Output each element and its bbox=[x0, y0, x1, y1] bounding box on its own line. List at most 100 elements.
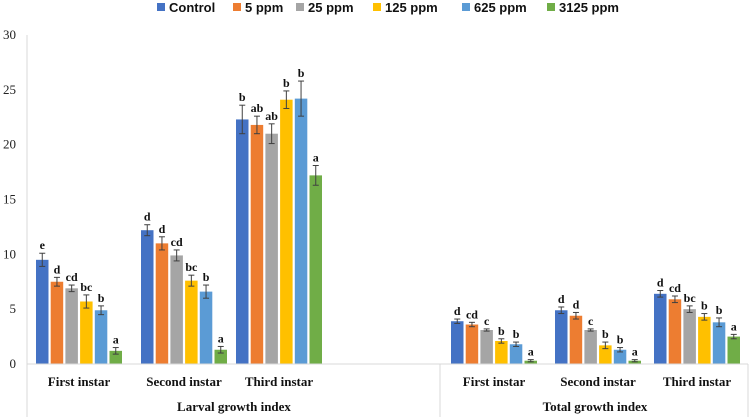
significance-letter: d bbox=[159, 222, 166, 236]
group-label: Larval growth index bbox=[177, 399, 291, 414]
y-tick-label: 5 bbox=[10, 301, 17, 316]
bar bbox=[727, 336, 740, 364]
significance-letter: a bbox=[218, 331, 224, 345]
bar bbox=[712, 322, 726, 364]
category-label: First instar bbox=[463, 374, 526, 389]
x-axis: First instar Second instar Third instar Fir… bbox=[26, 363, 749, 417]
significance-letter: b bbox=[617, 333, 624, 347]
bar bbox=[668, 299, 682, 364]
significance-letter: d bbox=[573, 297, 580, 311]
bar bbox=[451, 321, 464, 364]
bar bbox=[185, 280, 198, 364]
significance-letter: b bbox=[98, 291, 105, 305]
bar bbox=[555, 310, 568, 364]
bar bbox=[465, 324, 479, 364]
bar bbox=[613, 349, 627, 364]
group-label: Total growth index bbox=[543, 399, 648, 414]
bar bbox=[65, 288, 78, 364]
bar bbox=[265, 133, 278, 364]
bar bbox=[280, 99, 293, 364]
bar bbox=[683, 309, 696, 364]
significance-letter: b bbox=[498, 324, 505, 338]
category-label: Second instar bbox=[146, 374, 222, 389]
significance-letter: d bbox=[54, 262, 61, 276]
bar bbox=[155, 243, 169, 364]
significance-letter: ab bbox=[265, 109, 278, 123]
bar bbox=[199, 291, 213, 364]
significance-letter: a bbox=[313, 151, 319, 165]
bar bbox=[50, 281, 64, 364]
significance-letter: cd bbox=[466, 307, 478, 321]
significance-letter: d bbox=[657, 276, 664, 290]
significance-letter: a bbox=[731, 319, 737, 333]
y-tick-label: 15 bbox=[3, 192, 16, 207]
significance-letter: e bbox=[40, 238, 46, 252]
bar bbox=[250, 124, 264, 364]
significance-letter: b bbox=[203, 270, 210, 284]
bar bbox=[214, 349, 227, 364]
significance-letter: cd bbox=[171, 235, 183, 249]
significance-letter: b bbox=[298, 66, 305, 80]
bar bbox=[294, 98, 308, 365]
y-tick-label: 20 bbox=[3, 137, 16, 152]
significance-letter: b bbox=[283, 76, 290, 90]
legend-label: Control bbox=[169, 0, 215, 15]
bar bbox=[36, 259, 49, 364]
bar bbox=[141, 230, 154, 364]
bar bbox=[170, 255, 183, 364]
significance-letter: d bbox=[144, 210, 151, 224]
significance-letter: a bbox=[528, 345, 534, 359]
significance-letter: c bbox=[484, 314, 490, 328]
bar bbox=[236, 119, 249, 365]
bar bbox=[94, 310, 108, 364]
significance-letter: b bbox=[716, 303, 723, 317]
significance-letter: b bbox=[602, 327, 609, 341]
significance-letter: b bbox=[513, 327, 520, 341]
bar bbox=[480, 330, 493, 364]
bar bbox=[698, 316, 711, 364]
legend-label: 5 ppm bbox=[245, 0, 283, 15]
y-tick-label: 30 bbox=[3, 27, 16, 42]
significance-letter: d bbox=[558, 292, 565, 306]
bar bbox=[628, 360, 641, 364]
category-label: First instar bbox=[48, 374, 111, 389]
significance-letter: a bbox=[632, 345, 638, 359]
y-tick-label: 10 bbox=[3, 246, 16, 261]
significance-letter: c bbox=[588, 314, 594, 328]
legend-swatch bbox=[157, 3, 165, 11]
legend-swatch bbox=[373, 3, 381, 11]
bar bbox=[309, 175, 322, 364]
legend-label: 3125 ppm bbox=[559, 0, 619, 15]
category-label: Third instar bbox=[663, 374, 731, 389]
significance-letter: a bbox=[113, 333, 119, 347]
significance-letter: cd bbox=[66, 270, 78, 284]
bar bbox=[569, 315, 583, 364]
bar bbox=[495, 340, 508, 364]
bar bbox=[599, 345, 612, 364]
significance-letter: b bbox=[239, 90, 246, 104]
legend-label: 125 ppm bbox=[385, 0, 438, 15]
significance-letter: ab bbox=[251, 101, 264, 115]
legend-swatch bbox=[233, 3, 241, 11]
significance-letter: bc bbox=[684, 291, 697, 305]
y-tick-label: 25 bbox=[3, 82, 16, 97]
legend: Control 5 ppm 25 ppm 125 ppm 625 ppm 3125 ppm bbox=[157, 0, 619, 15]
significance-letter: bc bbox=[80, 280, 93, 294]
bar bbox=[584, 330, 597, 364]
legend-label: 25 ppm bbox=[308, 0, 354, 15]
legend-label: 625 ppm bbox=[474, 0, 527, 15]
bar bbox=[524, 360, 537, 364]
legend-swatch bbox=[547, 3, 555, 11]
legend-swatch bbox=[462, 3, 470, 11]
significance-letter: b bbox=[701, 299, 708, 313]
bar bbox=[509, 344, 523, 364]
bar bbox=[654, 293, 667, 364]
legend-swatch bbox=[296, 3, 304, 11]
significance-letter: d bbox=[454, 304, 461, 318]
significance-letter: bc bbox=[185, 260, 198, 274]
y-axis: 0 5 10 15 20 25 30 bbox=[3, 27, 28, 371]
bar bbox=[109, 350, 122, 364]
category-label: Second instar bbox=[560, 374, 636, 389]
